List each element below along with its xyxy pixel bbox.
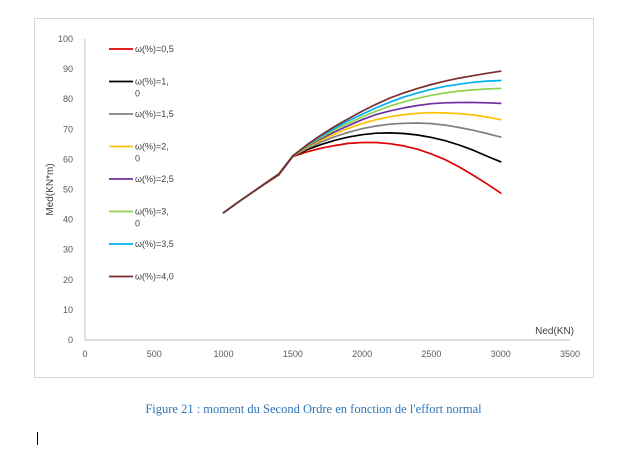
x-tick-label: 2000 [352, 349, 372, 359]
legend-label: ω(%)=1, 0 [135, 77, 169, 99]
x-tick-label: 2500 [421, 349, 441, 359]
legend-label: ω(%)=2,5 [135, 174, 174, 184]
x-tick-label: 0 [82, 349, 87, 359]
y-axis-title: Med(KN*m) [45, 163, 56, 215]
figure-caption: Figure 21 : moment du Second Ordre en fo… [145, 402, 482, 416]
legend-label: ω(%)=2, 0 [135, 142, 169, 164]
series-line-2 [222, 132, 502, 214]
y-tick-label: 0 [68, 335, 73, 345]
x-tick-label: 3500 [560, 349, 580, 359]
series-line-1 [222, 141, 502, 214]
x-tick-label: 1500 [283, 349, 303, 359]
series-line-6 [222, 87, 502, 214]
y-tick-label: 90 [63, 64, 73, 74]
legend-label: ω(%)=0,5 [135, 44, 174, 54]
y-tick-label: 50 [63, 185, 73, 195]
legend-label: ω(%)=1,5 [135, 109, 174, 119]
chart-area: 0 10 20 30 40 50 60 70 80 90 100 0 500 1000 1500 2000 25… [34, 18, 594, 378]
y-tick-label: 60 [63, 154, 73, 164]
legend-item: ω(%)=3, 0 [109, 207, 169, 229]
series-line-8 [222, 70, 502, 214]
x-tick-label: 1000 [214, 349, 234, 359]
x-tick-label: 3000 [491, 349, 511, 359]
legend-label: ω(%)=3, 0 [135, 207, 169, 229]
legend-label: ω(%)=3,5 [135, 239, 174, 249]
legend-label: ω(%)=4,0 [135, 272, 174, 282]
legend-item: ω(%)=0,5 [109, 44, 174, 54]
legend-item: ω(%)=3,5 [109, 239, 174, 249]
y-tick-label: 20 [63, 275, 73, 285]
series-lines [222, 70, 502, 214]
series-line-5 [222, 101, 502, 214]
legend-item: ω(%)=2, 0 [109, 142, 169, 164]
text-cursor [37, 432, 38, 445]
legend-item: ω(%)=4,0 [109, 272, 174, 282]
axes [84, 39, 570, 341]
x-axis-title: Ned(KN) [535, 326, 574, 337]
x-tick-label: 500 [147, 349, 162, 359]
y-tick-label: 30 [63, 245, 73, 255]
y-tick-label: 80 [63, 94, 73, 104]
series-line-7 [222, 79, 502, 214]
y-tick-label: 70 [63, 124, 73, 134]
y-tick-label: 40 [63, 215, 73, 225]
legend-item: ω(%)=1, 0 [109, 77, 169, 99]
y-tick-label: 10 [63, 305, 73, 315]
y-tick-label: 100 [58, 34, 73, 44]
legend-item: ω(%)=1,5 [109, 109, 174, 119]
legend: ω(%)=0,5 ω(%)=1, 0 ω(%)=1,5 ω(%)=2, 0 ω(%)=2,5… [109, 44, 174, 282]
legend-item: ω(%)=2,5 [109, 174, 174, 184]
